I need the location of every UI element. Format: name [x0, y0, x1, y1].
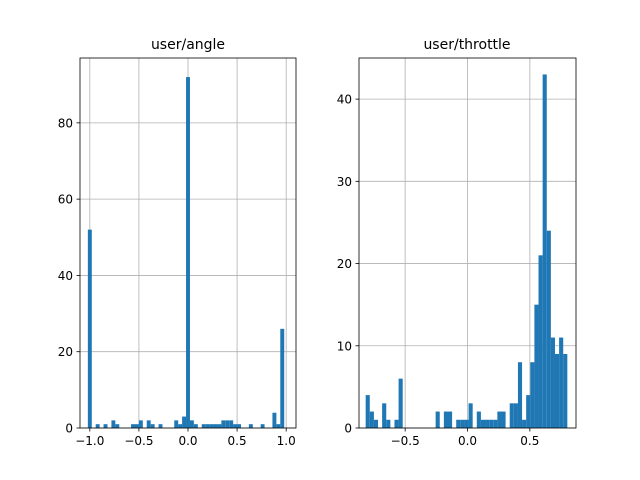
- throttle-histogram-bar: [489, 419, 494, 428]
- throttle-histogram-bar: [542, 74, 547, 428]
- angle-histogram-bar: [201, 424, 206, 428]
- angle-x-tick-label: −0.5: [124, 434, 153, 448]
- angle-histogram-bar: [150, 424, 155, 428]
- angle-bars: [87, 77, 285, 428]
- throttle-histogram-bar: [554, 354, 560, 428]
- angle-histogram-bar: [221, 420, 226, 428]
- angle-histogram-bar: [237, 424, 242, 428]
- throttle-x-axis: −0.5 0.0 0.5: [391, 428, 539, 448]
- throttle-histogram-bar: [369, 411, 374, 428]
- throttle-y-tick-label: 10: [337, 339, 352, 353]
- angle-histogram-title: user/angle: [151, 37, 225, 53]
- angle-histogram-bar: [260, 424, 265, 428]
- angle-y-axis: 0 20 40 60 80: [58, 116, 80, 436]
- angle-histogram-bar: [248, 424, 253, 428]
- angle-y-tick-label: 60: [58, 193, 73, 207]
- angle-x-tick-label: 0.0: [178, 434, 197, 448]
- throttle-histogram-bar: [485, 419, 490, 428]
- angle-histogram-bar: [146, 420, 151, 428]
- angle-x-axis: −1.0 −0.5 0.0 0.5 1.0: [75, 428, 296, 448]
- angle-y-tick-label: 0: [65, 422, 73, 436]
- throttle-histogram-bar: [382, 403, 387, 428]
- throttle-bars: [365, 74, 568, 428]
- throttle-histogram-bar: [365, 395, 370, 428]
- angle-histogram-bar: [280, 328, 285, 428]
- angle-x-tick-label: 0.5: [228, 434, 247, 448]
- throttle-histogram-bar: [509, 403, 514, 428]
- angle-histogram-panel: user/angle −1.0 −0.5 0.0 0.5 1.0 0 20 40 60 80: [58, 37, 297, 448]
- throttle-y-tick-label: 40: [337, 93, 352, 107]
- throttle-y-tick-label: 20: [337, 257, 352, 271]
- throttle-histogram-bar: [559, 337, 564, 428]
- throttle-histogram-bar: [497, 411, 502, 428]
- throttle-histogram-bar: [538, 255, 543, 428]
- angle-histogram-bar: [95, 424, 100, 428]
- angle-histogram-bar: [178, 424, 183, 428]
- angle-histogram-bar: [213, 424, 218, 428]
- throttle-histogram-bar: [513, 403, 518, 428]
- angle-histogram-bar: [87, 229, 92, 428]
- throttle-histogram-bar: [394, 419, 399, 428]
- throttle-histogram-bar: [517, 362, 523, 428]
- throttle-histogram-bar: [493, 419, 498, 428]
- angle-histogram-bar: [115, 424, 120, 428]
- angle-y-tick-label: 20: [58, 345, 73, 359]
- throttle-histogram-bar: [534, 304, 539, 428]
- throttle-histogram-bar: [550, 337, 555, 428]
- angle-histogram-bar: [186, 77, 190, 428]
- throttle-histogram-bar: [373, 419, 379, 428]
- throttle-histogram-bar: [435, 411, 440, 428]
- angle-histogram-bar: [138, 420, 143, 428]
- angle-histogram-bar: [229, 420, 234, 428]
- throttle-histogram-bar: [456, 419, 461, 428]
- throttle-histogram-bar: [476, 411, 481, 428]
- throttle-y-tick-label: 0: [344, 422, 352, 436]
- throttle-histogram-bar: [480, 419, 486, 428]
- angle-y-tick-label: 40: [58, 269, 73, 283]
- throttle-histogram-bar: [530, 362, 535, 428]
- throttle-histogram-bar: [501, 411, 506, 428]
- angle-x-tick-label: 1.0: [277, 434, 296, 448]
- throttle-y-axis: 0 10 20 30 40: [337, 93, 359, 436]
- throttle-histogram-bar: [546, 230, 551, 428]
- angle-histogram-bar: [225, 420, 230, 428]
- throttle-histogram-bar: [447, 411, 453, 428]
- throttle-histogram-bar: [398, 378, 403, 428]
- angle-histogram-bar: [189, 420, 194, 428]
- throttle-histogram-bar: [468, 403, 473, 428]
- angle-histogram-bar: [103, 424, 108, 428]
- angle-histogram-bar: [233, 424, 238, 428]
- angle-histogram-bar: [111, 420, 116, 428]
- angle-histogram-bar: [217, 424, 222, 428]
- angle-histogram-bar: [205, 424, 210, 428]
- throttle-histogram-bar: [443, 411, 448, 428]
- angle-histogram-bar: [276, 424, 281, 428]
- throttle-histogram-bar: [563, 354, 568, 428]
- throttle-y-tick-label: 30: [337, 175, 352, 189]
- angle-histogram-bar: [182, 416, 187, 428]
- angle-histogram-bar: [209, 424, 214, 428]
- throttle-x-tick-label: 0.0: [458, 434, 477, 448]
- throttle-histogram-bar: [464, 419, 469, 428]
- throttle-histogram-bar: [526, 395, 531, 428]
- throttle-x-tick-label: −0.5: [391, 434, 420, 448]
- angle-y-tick-label: 80: [58, 116, 73, 130]
- throttle-histogram-title: user/throttle: [423, 37, 510, 53]
- angle-histogram-bar: [158, 424, 163, 428]
- throttle-histogram-panel: user/throttle −0.5 0.0 0.5 0 10 20 30 40: [337, 37, 577, 448]
- angle-histogram-bar: [272, 412, 277, 428]
- throttle-x-tick-label: 0.5: [520, 434, 539, 448]
- angle-histogram-bar: [193, 424, 198, 428]
- throttle-histogram-bar: [522, 419, 527, 428]
- angle-histogram-bar: [134, 424, 139, 428]
- angle-histogram-bar: [131, 424, 135, 428]
- throttle-histogram-bar: [460, 419, 465, 428]
- throttle-histogram-bar: [386, 419, 391, 428]
- angle-x-tick-label: −1.0: [75, 434, 104, 448]
- angle-histogram-bar: [174, 420, 179, 428]
